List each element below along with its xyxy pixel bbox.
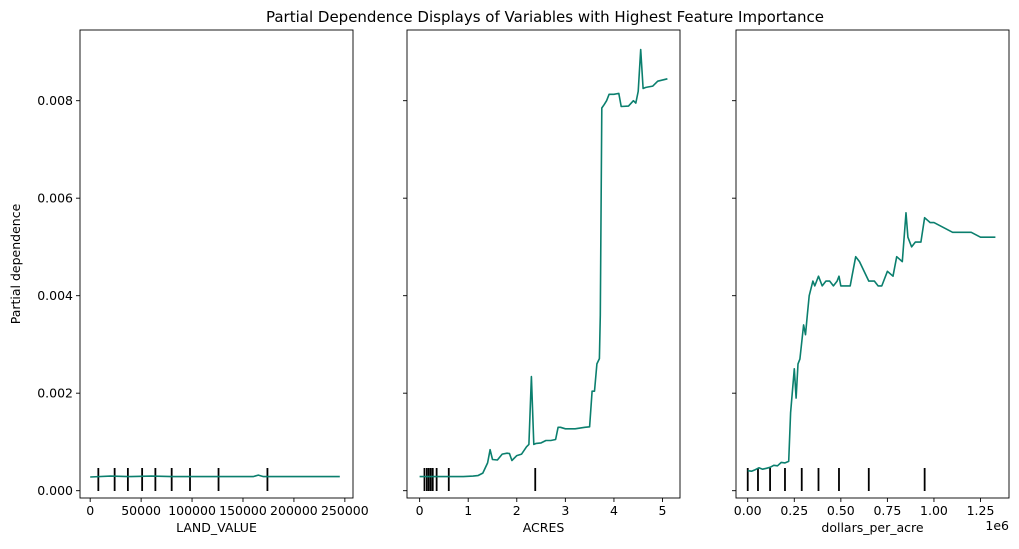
x-offset-label: 1e6 (985, 518, 1009, 533)
x-tick-label: 50000 (121, 503, 161, 518)
x-axis-label: dollars_per_acre (821, 520, 924, 535)
panel-2: 0 1 2 3 4 5 ACRES (403, 29, 681, 535)
x-tick-label: 1.00 (920, 503, 948, 518)
panel-2-frame (406, 29, 681, 499)
y-tick-label: 0.000 (37, 483, 73, 498)
x-tick-label: 150000 (219, 503, 267, 518)
panel-1-frame (79, 29, 354, 499)
y-axis-label: Partial dependence (8, 203, 23, 324)
y-tick-label: 0.004 (37, 288, 73, 303)
x-tick-label: 0 (86, 503, 94, 518)
x-tick-label: 100000 (168, 503, 216, 518)
y-tick-label: 0.006 (37, 191, 73, 206)
x-tick-label: 1.25 (967, 503, 995, 518)
x-tick-label: 250000 (321, 503, 369, 518)
x-tick-label: 2 (513, 503, 521, 518)
x-tick-label: 3 (561, 503, 569, 518)
panel-3: 0.00 0.25 0.50 0.75 1.00 1.25 dollars_per_acre… (732, 29, 1010, 535)
x-tick-label: 4 (610, 503, 618, 518)
x-tick-label: 1 (464, 503, 472, 518)
x-tick-label: 5 (659, 503, 667, 518)
panel-1: 0.000 0.002 0.004 0.006 0.008 0 50000 100000 150… (8, 29, 369, 535)
figure-title: Partial Dependence Displays of Variables… (266, 8, 824, 26)
pd-series-line (90, 474, 340, 478)
y-tick-label: 0.008 (37, 93, 73, 108)
x-axis-label: LAND_VALUE (176, 520, 257, 535)
x-tick-label: 200000 (270, 503, 318, 518)
x-tick-label: 0.75 (873, 503, 901, 518)
pd-series-line (747, 212, 996, 473)
x-tick-label: 0 (416, 503, 424, 518)
x-tick-label: 0.50 (827, 503, 855, 518)
y-tick-label: 0.002 (37, 386, 73, 401)
x-axis-label: ACRES (523, 520, 565, 535)
x-tick-label: 0.00 (734, 503, 762, 518)
x-tick-label: 0.25 (780, 503, 808, 518)
panel-3-frame (735, 29, 1010, 499)
pd-series-line (419, 48, 668, 478)
